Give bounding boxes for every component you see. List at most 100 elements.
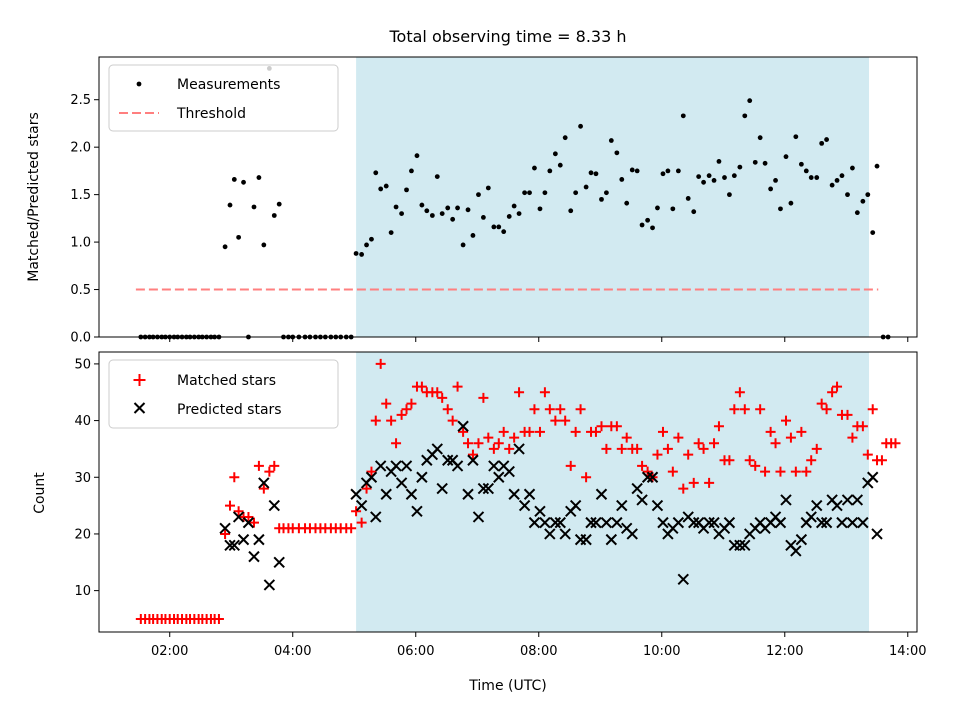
- measurement-point: [378, 186, 384, 192]
- matched-star-point: [386, 415, 397, 426]
- predicted-star-point: [513, 443, 525, 455]
- predicted-star-point: [636, 494, 648, 506]
- predicted-star-point: [370, 511, 382, 523]
- matched-star-point: [509, 432, 520, 443]
- predicted-star-point: [477, 482, 490, 495]
- measurement-point: [516, 211, 522, 217]
- measurement-point: [373, 170, 379, 176]
- predicted-star-point: [677, 573, 689, 585]
- predicted-star-point: [672, 516, 685, 529]
- measurement-point: [762, 160, 768, 166]
- matched-star-point: [478, 392, 489, 403]
- matched-star-point: [243, 511, 254, 522]
- measurement-point: [680, 113, 686, 119]
- predicted-star-point: [411, 505, 423, 517]
- matched-star-point: [524, 426, 535, 437]
- y-tick-label: 40: [74, 414, 91, 429]
- matched-star-point: [842, 409, 853, 420]
- predicted-star-point: [616, 499, 628, 512]
- predicted-star-point: [569, 499, 582, 512]
- predicted-star-point: [780, 494, 792, 506]
- y-tick-label: 0.5: [70, 283, 91, 298]
- measurement-point: [701, 179, 706, 185]
- predicted-star-point: [273, 556, 285, 568]
- measurement-point: [716, 159, 722, 164]
- predicted-star-point: [626, 528, 638, 540]
- matched-star-point: [713, 421, 724, 432]
- measurement-point: [624, 200, 630, 206]
- matched-star-point: [832, 381, 843, 392]
- measurement-point: [588, 170, 594, 176]
- matched-star-point: [678, 483, 689, 494]
- measurement-point: [496, 224, 502, 230]
- matched-star-point: [493, 438, 504, 449]
- matched-star-point: [811, 443, 822, 454]
- measurement-point: [470, 233, 476, 238]
- matched-star-point: [370, 415, 381, 426]
- matched-star-point: [432, 387, 443, 398]
- measurement-point: [491, 224, 497, 230]
- measurement-point: [675, 168, 681, 174]
- predicted-star-point: [611, 516, 623, 529]
- count-plot-frame: [98, 351, 918, 633]
- measurement-point: [501, 229, 507, 235]
- measurement-point: [404, 187, 409, 193]
- predicted-star-point: [539, 516, 551, 529]
- y-tick-label: 20: [74, 527, 91, 542]
- matched-star-point: [770, 438, 781, 449]
- predicted-star-point: [544, 528, 556, 540]
- matched-star-point: [867, 404, 878, 415]
- matched-star-point: [596, 421, 607, 432]
- matched-star-point: [857, 421, 868, 432]
- predicted-star-point: [805, 511, 817, 523]
- matched-star-point: [264, 466, 275, 477]
- count-panel: 10 20 30 40 50 02:00 04:00 06:00 08:00 10:00 12:0…: [32, 351, 927, 694]
- predicted-star-point: [646, 471, 659, 483]
- predicted-star-point: [549, 516, 562, 529]
- matched-star-point: [739, 404, 750, 415]
- matched-star-point: [366, 466, 377, 477]
- matched-star-point: [693, 438, 704, 449]
- matched-star-point: [565, 460, 576, 471]
- matched-star-point: [683, 449, 694, 460]
- predicted-star-point: [605, 533, 618, 546]
- measurement-point: [865, 192, 871, 198]
- measurement-point: [227, 202, 233, 208]
- matched-star-point: [801, 466, 812, 477]
- matched-star-point: [514, 387, 525, 398]
- ratio-legend: Measurements Threshold: [108, 64, 339, 132]
- matched-star-point: [673, 432, 684, 443]
- measurement-point: [814, 175, 820, 180]
- x-tick-label: 10:00: [643, 644, 680, 659]
- matched-star-point: [796, 426, 807, 437]
- count-y-axis: 10 20 30 40 50: [74, 357, 99, 599]
- matched-star-point: [452, 381, 463, 392]
- predicted-star-point: [482, 482, 495, 495]
- legend-predicted-marker: [133, 402, 146, 414]
- measurement-point: [788, 200, 794, 206]
- matched-star-point: [447, 415, 458, 426]
- measurement-point: [778, 206, 783, 212]
- x-tick-label: 04:00: [274, 644, 311, 659]
- measurement-point: [639, 222, 645, 228]
- measurement-point: [537, 206, 543, 212]
- measurement-point: [711, 177, 717, 183]
- predicted-star-point: [258, 477, 270, 489]
- matched-star-point: [375, 358, 386, 369]
- measurement-point: [359, 252, 365, 257]
- x-tick-label: 06:00: [397, 644, 434, 659]
- measurement-point: [722, 175, 727, 180]
- measurement-point: [455, 205, 460, 211]
- measurement-point: [850, 165, 855, 171]
- measurement-point: [731, 173, 737, 179]
- matched-star-point: [544, 404, 555, 415]
- predicted-star-point: [224, 539, 236, 551]
- measurement-point: [824, 137, 829, 142]
- measurement-point: [261, 242, 267, 248]
- measurement-point: [434, 174, 440, 179]
- predicted-star-point: [703, 516, 715, 529]
- predicted-star-point: [488, 460, 500, 472]
- predicted-star-point: [467, 454, 479, 466]
- matched-star-point: [346, 523, 357, 534]
